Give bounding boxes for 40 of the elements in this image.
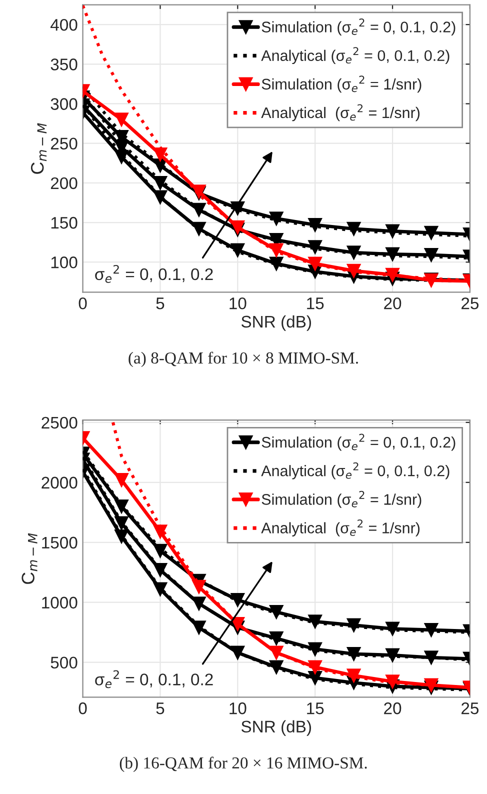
x-tick-label: 25 <box>462 297 479 310</box>
legend-label: Simulation (σ$_{e}$$^{2}$ = 1/snr) <box>262 490 422 508</box>
legend-label: Simulation (σ$_{e}$$^{2}$ = 0, 0.1, 0.2) <box>262 434 456 451</box>
y-tick-label: 2000 <box>42 476 78 489</box>
y-tick-label: 400 <box>50 18 78 31</box>
x-tick-label: 10 <box>230 297 246 310</box>
text: (a) 8-QAM for 10 × 8 MIMO-SM. <box>128 352 358 368</box>
y-axis-title: C$_{m−M}$ <box>22 533 38 584</box>
y-tick-label: 2500 <box>42 416 78 429</box>
x-tick-label: 5 <box>156 298 164 310</box>
y-tick-label: 200 <box>50 177 78 190</box>
legend-label: Analytical (σ$_{e}$$^{2}$ = 0, 0.1, 0.2) <box>261 462 450 480</box>
x-axis-title: SNR (dB) <box>241 720 311 736</box>
y-tick-label: 350 <box>50 58 78 70</box>
y-axis-title: C$_{m−M}$ <box>30 123 47 174</box>
annotation: σ$_{e}$$^{2}$ = 0, 0.1, 0.2 <box>95 670 213 688</box>
y-tick-label: 100 <box>51 256 78 268</box>
x-tick-label: 20 <box>384 702 402 714</box>
x-axis-title: SNR (dB) <box>241 315 311 331</box>
x-tick-label: 10 <box>230 702 246 714</box>
x-tick-label: 15 <box>307 702 324 714</box>
x-tick-label: 0 <box>78 297 87 310</box>
legend-label: Simulation (σ$_{e}$$^{2}$ = 1/snr) <box>262 76 422 93</box>
legend-label: Analytical (σ$_{e}$$^{2}$ = 0, 0.1, 0.2) <box>261 47 450 64</box>
y-tick-label: 250 <box>50 138 78 150</box>
legend-label: Simulation (σ$_{e}$$^{2}$ = 0, 0.1, 0.2) <box>262 18 456 36</box>
x-tick-label: 15 <box>307 298 324 310</box>
y-tick-label: 500 <box>50 656 78 669</box>
x-tick-label: 25 <box>462 702 479 714</box>
y-tick-label: 1000 <box>42 596 78 609</box>
y-tick-label: 300 <box>50 98 78 110</box>
x-tick-label: 0 <box>78 702 87 714</box>
annotation: σ$_{e}$$^{2}$ = 0, 0.1, 0.2 <box>95 264 213 283</box>
x-tick-label: 20 <box>384 297 402 310</box>
legend-label: Analytical (σ$_{e}$$^{2}$ = 1/snr) <box>261 519 420 536</box>
y-tick-label: 1500 <box>42 536 78 549</box>
legend-label: Analytical (σ$_{e}$$^{2}$ = 1/snr) <box>261 104 420 122</box>
text: (b) 16-QAM for 20 × 16 MIMO-SM. <box>120 756 367 772</box>
y-tick-label: 150 <box>51 216 78 229</box>
x-tick-label: 5 <box>156 702 164 714</box>
